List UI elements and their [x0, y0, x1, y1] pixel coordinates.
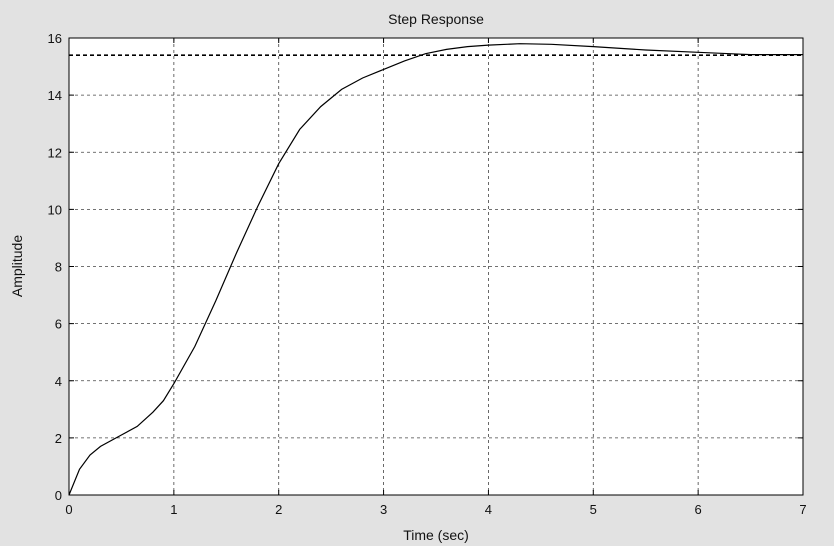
y-tick-label-0: 0 — [55, 488, 62, 503]
step-response-curve — [68, 43, 803, 496]
x-tick-label-1: 1 — [170, 502, 177, 517]
x-axis-ticks: 0 1 2 3 4 5 6 7 — [65, 38, 807, 517]
y-tick-label-3: 6 — [55, 317, 62, 332]
x-tick-label-2: 2 — [275, 502, 282, 517]
y-tick-label-2: 4 — [55, 374, 62, 389]
x-axis-label: Time (sec) — [403, 527, 469, 543]
x-tick-label-6: 6 — [695, 502, 702, 517]
x-tick-label-5: 5 — [590, 502, 597, 517]
x-tick-label-3: 3 — [380, 502, 387, 517]
x-tick-label-7: 7 — [799, 502, 806, 517]
y-tick-label-4: 8 — [55, 260, 62, 275]
x-tick-label-4: 4 — [485, 502, 492, 517]
y-tick-label-5: 10 — [48, 202, 62, 217]
grid-lines — [69, 38, 803, 495]
y-tick-label-1: 2 — [55, 431, 62, 446]
y-axis-ticks: 0 2 4 6 8 10 12 14 16 — [48, 31, 803, 503]
chart-title: Step Response — [388, 11, 484, 27]
y-tick-label-7: 14 — [48, 88, 62, 103]
y-tick-label-6: 12 — [48, 145, 62, 160]
y-axis-label: Amplitude — [9, 235, 25, 297]
y-tick-label-8: 16 — [48, 31, 62, 46]
x-tick-label-0: 0 — [65, 502, 72, 517]
